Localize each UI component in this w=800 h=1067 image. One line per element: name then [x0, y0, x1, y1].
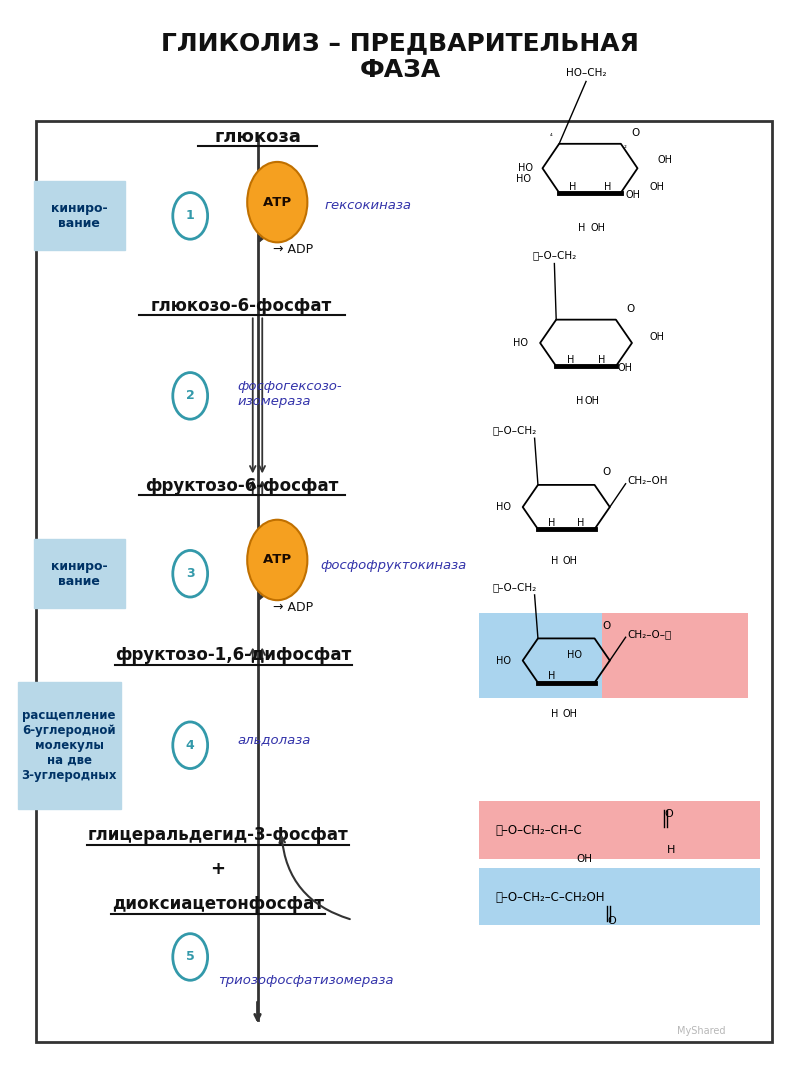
Circle shape	[247, 162, 307, 242]
Text: 1: 1	[186, 209, 194, 222]
Text: HO: HO	[496, 655, 511, 666]
Text: Ⓟ–O–CH₂–C–CH₂OH: Ⓟ–O–CH₂–C–CH₂OH	[495, 891, 605, 904]
Text: H: H	[576, 396, 583, 405]
Text: H: H	[569, 182, 576, 192]
Text: O: O	[631, 128, 639, 139]
Text: MyShared: MyShared	[677, 1026, 725, 1036]
Circle shape	[173, 934, 208, 981]
Text: фруктозо-6-фосфат: фруктозо-6-фосфат	[145, 477, 338, 495]
Text: O: O	[626, 304, 634, 314]
Text: HO: HO	[516, 174, 530, 184]
Text: H: H	[666, 845, 675, 855]
Text: фруктозо-1,6-дифосфат: фруктозо-1,6-дифосфат	[116, 647, 352, 665]
Text: H: H	[598, 355, 606, 365]
Text: глицеральдегид-3-фосфат: глицеральдегид-3-фосфат	[87, 826, 348, 844]
Text: HO: HO	[514, 338, 528, 348]
Text: OH: OH	[562, 710, 578, 719]
Text: → ADP: → ADP	[274, 243, 314, 256]
Text: АТР: АТР	[262, 195, 292, 209]
Text: Ⓟ–O–CH₂: Ⓟ–O–CH₂	[493, 425, 537, 435]
Text: глюкоза: глюкоза	[214, 127, 301, 145]
Text: H: H	[550, 710, 558, 719]
Text: Ⓟ–O–CH₂–CH–C: Ⓟ–O–CH₂–CH–C	[495, 825, 582, 838]
FancyBboxPatch shape	[34, 539, 125, 608]
Text: глюкозо-6-фосфат: глюкозо-6-фосфат	[151, 297, 332, 315]
Text: HO: HO	[566, 650, 582, 660]
Text: O: O	[665, 809, 674, 819]
FancyBboxPatch shape	[18, 682, 121, 809]
Text: OH: OH	[618, 364, 633, 373]
Text: диоксиацетонфосфат: диоксиацетонфосфат	[112, 895, 324, 913]
Circle shape	[173, 193, 208, 239]
FancyBboxPatch shape	[479, 869, 760, 925]
Text: H: H	[548, 671, 556, 682]
Text: HO: HO	[496, 503, 511, 512]
Text: OH: OH	[577, 855, 593, 864]
Text: 2: 2	[186, 389, 194, 402]
Text: ГЛИКОЛИЗ – ПРЕДВАРИТЕЛЬНАЯ: ГЛИКОЛИЗ – ПРЕДВАРИТЕЛЬНАЯ	[161, 31, 639, 55]
Text: фосфофруктокиназа: фосфофруктокиназа	[321, 559, 467, 572]
Text: фосфогексозо-
изомераза: фосфогексозо- изомераза	[238, 380, 342, 408]
Text: ⁴: ⁴	[550, 134, 553, 141]
Text: O: O	[602, 467, 610, 477]
Text: гексокиназа: гексокиназа	[325, 198, 412, 212]
FancyBboxPatch shape	[36, 121, 772, 1041]
FancyBboxPatch shape	[34, 181, 125, 251]
Circle shape	[173, 372, 208, 419]
Text: OH: OH	[650, 332, 664, 341]
Text: OH: OH	[585, 396, 600, 405]
Circle shape	[173, 551, 208, 598]
Text: OH: OH	[650, 182, 664, 192]
Circle shape	[247, 520, 307, 601]
Text: OH: OH	[658, 155, 672, 164]
Text: H: H	[548, 517, 556, 528]
Text: киниро-
вание: киниро- вание	[51, 560, 108, 588]
Text: OH: OH	[562, 556, 578, 566]
Text: OH: OH	[590, 223, 606, 234]
Text: → ADP: → ADP	[274, 601, 314, 615]
Text: АТР: АТР	[262, 554, 292, 567]
Text: OH: OH	[626, 190, 641, 200]
Text: H: H	[550, 556, 558, 566]
Text: H: H	[577, 517, 584, 528]
Circle shape	[173, 722, 208, 768]
FancyBboxPatch shape	[479, 801, 760, 859]
Text: ФАЗА: ФАЗА	[359, 58, 441, 82]
Text: HO–CH₂: HO–CH₂	[566, 68, 606, 78]
Text: CH₂–OH: CH₂–OH	[627, 476, 668, 485]
FancyBboxPatch shape	[479, 612, 602, 698]
Text: CH₂–O–Ⓟ: CH₂–O–Ⓟ	[627, 630, 671, 639]
Text: H: H	[566, 355, 574, 365]
Text: Ⓟ–O–CH₂: Ⓟ–O–CH₂	[493, 582, 537, 592]
Text: H: H	[604, 182, 611, 192]
Text: 4: 4	[186, 738, 194, 752]
Text: 3: 3	[186, 568, 194, 580]
Text: H: H	[578, 223, 586, 234]
Text: 5: 5	[186, 951, 194, 964]
FancyBboxPatch shape	[602, 612, 748, 698]
Text: ²: ²	[623, 146, 626, 153]
Text: O: O	[602, 621, 610, 631]
Text: O: O	[608, 915, 617, 926]
Text: HO: HO	[518, 163, 533, 173]
Text: +: +	[210, 860, 226, 878]
Text: киниро-
вание: киниро- вание	[51, 202, 108, 229]
Text: Ⓟ–O–CH₂: Ⓟ–O–CH₂	[532, 251, 577, 260]
Text: альдолаза: альдолаза	[238, 733, 311, 747]
Text: расщепление
6-углеродной
молекулы
на две
3-углеродных: расщепление 6-углеродной молекулы на две…	[22, 708, 117, 782]
Text: триозофосфатизомераза: триозофосфатизомераза	[218, 974, 394, 987]
